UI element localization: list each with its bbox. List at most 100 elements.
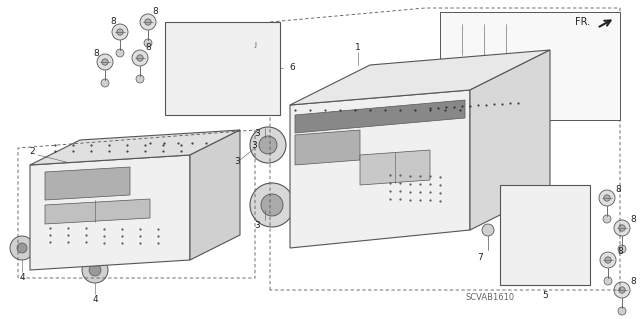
Bar: [480, 115, 515, 127]
Circle shape: [17, 243, 27, 253]
Circle shape: [89, 264, 101, 276]
Polygon shape: [295, 100, 465, 133]
Circle shape: [33, 200, 43, 210]
Ellipse shape: [515, 205, 575, 271]
Text: 3: 3: [251, 140, 257, 150]
Circle shape: [619, 287, 625, 293]
Circle shape: [383, 169, 395, 181]
Text: 3: 3: [254, 220, 260, 229]
Text: 7: 7: [477, 254, 483, 263]
Text: 3: 3: [234, 158, 240, 167]
Circle shape: [101, 79, 109, 87]
Circle shape: [263, 27, 273, 37]
Circle shape: [327, 167, 339, 179]
Polygon shape: [30, 130, 240, 165]
Circle shape: [173, 103, 183, 113]
Circle shape: [261, 194, 283, 216]
Bar: [480, 133, 515, 145]
Circle shape: [619, 225, 625, 231]
Text: 5: 5: [542, 291, 548, 300]
Bar: [185, 100, 197, 108]
Circle shape: [302, 197, 318, 213]
Circle shape: [575, 273, 585, 283]
Circle shape: [614, 282, 630, 298]
Polygon shape: [290, 50, 550, 105]
Text: FR.: FR.: [575, 17, 590, 27]
Circle shape: [136, 75, 144, 83]
Text: 1: 1: [355, 43, 361, 53]
Bar: [205, 100, 213, 108]
Text: 8: 8: [152, 8, 158, 17]
Circle shape: [132, 50, 148, 66]
Polygon shape: [295, 130, 360, 165]
Polygon shape: [470, 50, 550, 230]
Circle shape: [33, 185, 43, 195]
Circle shape: [604, 277, 612, 285]
Circle shape: [618, 307, 626, 315]
Text: 8: 8: [145, 43, 151, 53]
Bar: [208, 25, 243, 35]
Circle shape: [10, 236, 34, 260]
Circle shape: [299, 166, 311, 178]
Text: 8: 8: [110, 18, 116, 26]
Text: SCVAB1610: SCVAB1610: [465, 293, 515, 302]
Polygon shape: [165, 22, 280, 115]
Text: 4: 4: [19, 273, 25, 283]
Circle shape: [484, 104, 496, 116]
Circle shape: [97, 54, 113, 70]
Circle shape: [501, 146, 509, 154]
Circle shape: [355, 168, 367, 180]
Circle shape: [259, 136, 277, 154]
Circle shape: [250, 183, 294, 227]
Circle shape: [250, 127, 286, 163]
Polygon shape: [45, 199, 150, 224]
Circle shape: [116, 49, 124, 57]
Circle shape: [428, 188, 442, 202]
Circle shape: [604, 195, 610, 201]
Circle shape: [144, 39, 152, 47]
Circle shape: [605, 257, 611, 263]
Text: 6: 6: [289, 63, 295, 72]
Text: 8: 8: [617, 248, 623, 256]
Text: 8: 8: [615, 186, 621, 195]
Circle shape: [505, 190, 515, 200]
Circle shape: [411, 170, 423, 182]
Circle shape: [254, 56, 262, 64]
Circle shape: [137, 55, 143, 61]
Text: 8: 8: [630, 278, 636, 286]
Bar: [480, 151, 515, 163]
Polygon shape: [360, 150, 430, 185]
Circle shape: [599, 190, 615, 206]
Polygon shape: [290, 90, 470, 248]
Text: 2: 2: [29, 147, 35, 157]
Text: J: J: [254, 42, 256, 48]
Circle shape: [82, 257, 108, 283]
Circle shape: [603, 215, 611, 223]
Circle shape: [116, 29, 123, 35]
Polygon shape: [190, 130, 240, 260]
Circle shape: [618, 245, 626, 253]
Circle shape: [505, 273, 515, 283]
Text: 4: 4: [92, 295, 98, 305]
Circle shape: [600, 252, 616, 268]
Text: 8: 8: [630, 216, 636, 225]
Bar: [460, 65, 515, 103]
Bar: [460, 22, 530, 57]
Circle shape: [501, 161, 509, 169]
Circle shape: [263, 103, 273, 113]
Circle shape: [420, 180, 450, 210]
Polygon shape: [500, 185, 590, 285]
Text: 3: 3: [254, 129, 260, 137]
Circle shape: [614, 220, 630, 236]
Circle shape: [33, 170, 43, 180]
Circle shape: [112, 24, 128, 40]
Text: 8: 8: [93, 48, 99, 57]
Circle shape: [575, 190, 585, 200]
Circle shape: [140, 14, 156, 30]
Bar: [225, 100, 233, 108]
Circle shape: [102, 59, 108, 65]
Polygon shape: [440, 12, 620, 120]
Polygon shape: [30, 155, 190, 270]
Circle shape: [292, 187, 328, 223]
Circle shape: [482, 224, 494, 236]
